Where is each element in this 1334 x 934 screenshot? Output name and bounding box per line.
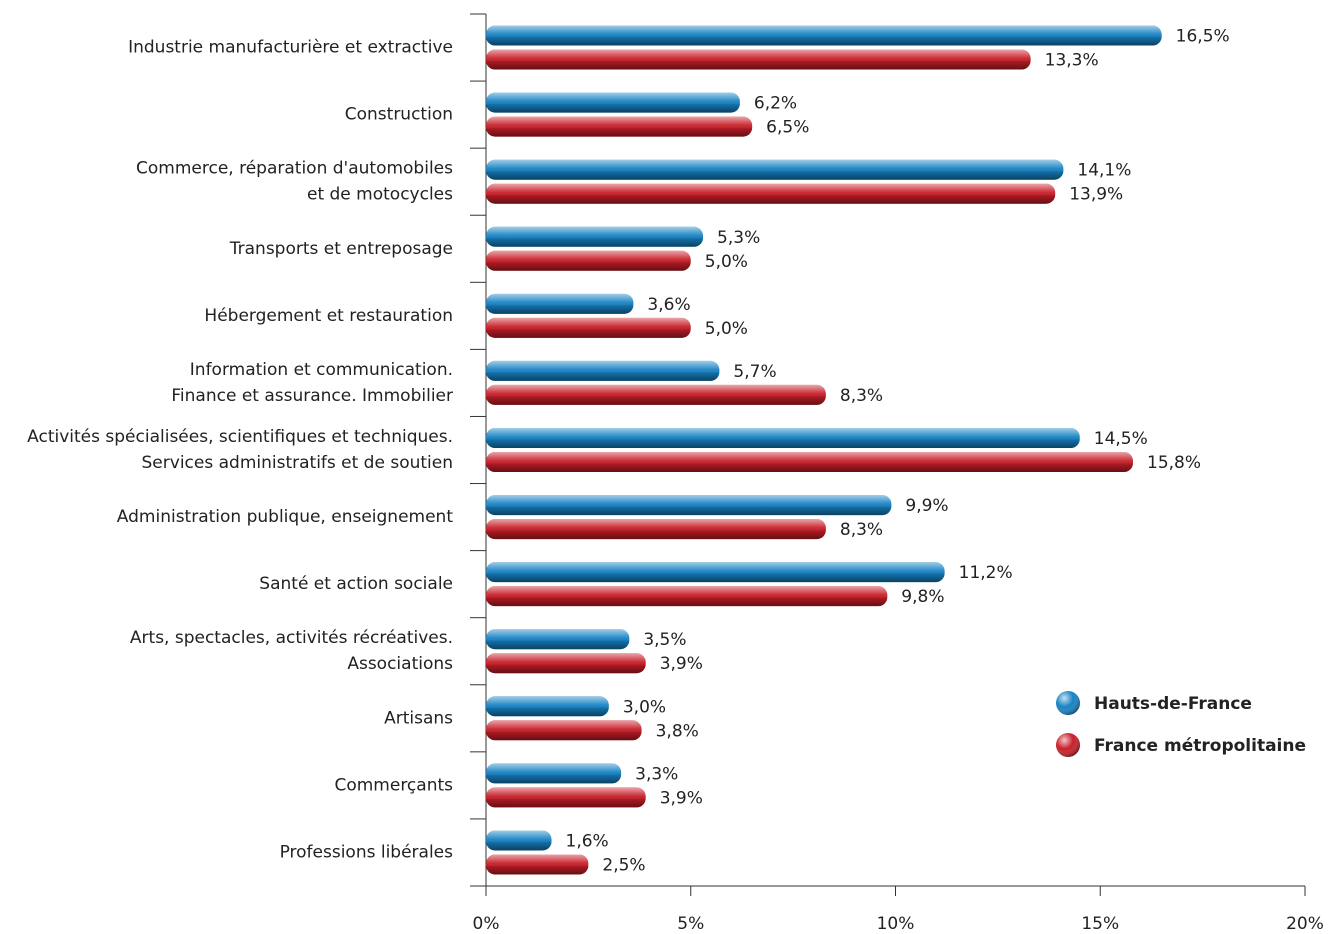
value-label: 13,9%	[1069, 185, 1123, 205]
bar	[486, 787, 646, 808]
bar	[486, 854, 589, 875]
y-tick-label: Arts, spectacles, activités récréatives.	[130, 628, 453, 648]
bar	[486, 49, 1031, 70]
y-tick-label: Artisans	[384, 708, 453, 728]
value-label: 5,7%	[733, 362, 776, 382]
value-label: 14,1%	[1077, 161, 1131, 181]
value-label: 5,0%	[705, 319, 748, 339]
value-label: 11,2%	[959, 563, 1013, 583]
bar	[486, 384, 826, 405]
value-label: 5,3%	[717, 228, 760, 248]
y-tick-label: Finance et assurance. Immobilier	[171, 386, 453, 406]
bar	[486, 763, 622, 784]
y-tick-label: Industrie manufacturière et extractive	[128, 38, 453, 58]
y-tick-label: Commerce, réparation d'automobiles	[136, 159, 453, 179]
x-tick-label: 15%	[1081, 914, 1119, 934]
bar	[486, 250, 691, 271]
legend-label: Hauts-de-France	[1094, 694, 1252, 714]
bar	[486, 183, 1056, 204]
y-tick-label: Services administratifs et de soutien	[142, 453, 453, 473]
bar	[486, 159, 1064, 180]
value-label: 3,9%	[660, 654, 703, 674]
legend-label: France métropolitaine	[1094, 736, 1306, 756]
value-label: 2,5%	[602, 855, 645, 875]
y-tick-label: Professions libérales	[280, 842, 454, 862]
bar	[486, 92, 740, 113]
bar	[486, 25, 1162, 46]
y-tick-label: Hébergement et restauration	[204, 306, 453, 326]
value-label: 1,6%	[566, 831, 609, 851]
value-label: 3,6%	[647, 295, 690, 315]
bar	[486, 562, 945, 583]
bar	[486, 653, 646, 674]
bar	[486, 360, 720, 381]
y-tick-label: Administration publique, enseignement	[117, 507, 454, 527]
bar	[486, 317, 691, 338]
bar	[486, 696, 609, 717]
legend-marker-gloss	[1056, 691, 1080, 715]
bar	[486, 293, 634, 314]
y-tick-label: Associations	[347, 654, 453, 674]
value-label: 6,2%	[754, 94, 797, 114]
bar	[486, 519, 826, 540]
value-label: 15,8%	[1147, 453, 1201, 473]
x-tick-label: 10%	[877, 914, 915, 934]
value-label: 5,0%	[705, 252, 748, 272]
legend-marker-gloss	[1056, 733, 1080, 757]
bar	[486, 720, 642, 741]
value-label: 3,8%	[656, 721, 699, 741]
bar	[486, 830, 552, 851]
bar	[486, 495, 892, 516]
y-tick-label: Transports et entreposage	[229, 239, 453, 259]
y-tick-label: Information et communication.	[190, 360, 453, 380]
bar	[486, 452, 1134, 472]
x-tick-label: 5%	[677, 914, 704, 934]
bar	[486, 428, 1080, 448]
bar	[486, 629, 630, 650]
y-tick-label: et de motocycles	[307, 185, 453, 205]
x-tick-label: 20%	[1286, 914, 1324, 934]
value-label: 3,0%	[623, 697, 666, 717]
y-tick-label: Construction	[345, 105, 453, 125]
value-label: 8,3%	[840, 386, 883, 406]
value-label: 3,3%	[635, 764, 678, 784]
value-label: 14,5%	[1094, 429, 1148, 449]
value-label: 3,9%	[660, 788, 703, 808]
y-tick-label: Santé et action sociale	[259, 574, 453, 594]
bar	[486, 226, 704, 247]
value-label: 13,3%	[1045, 51, 1099, 71]
value-label: 8,3%	[840, 520, 883, 540]
value-label: 6,5%	[766, 118, 809, 138]
bar	[486, 586, 888, 607]
value-label: 3,5%	[643, 630, 686, 650]
y-tick-label: Activités spécialisées, scientifiques et…	[27, 427, 453, 447]
x-tick-label: 0%	[473, 914, 500, 934]
bar	[486, 116, 753, 137]
value-label: 9,8%	[901, 587, 944, 607]
value-label: 9,9%	[905, 496, 948, 516]
y-tick-label: Commerçants	[334, 775, 453, 795]
value-label: 16,5%	[1176, 27, 1230, 47]
